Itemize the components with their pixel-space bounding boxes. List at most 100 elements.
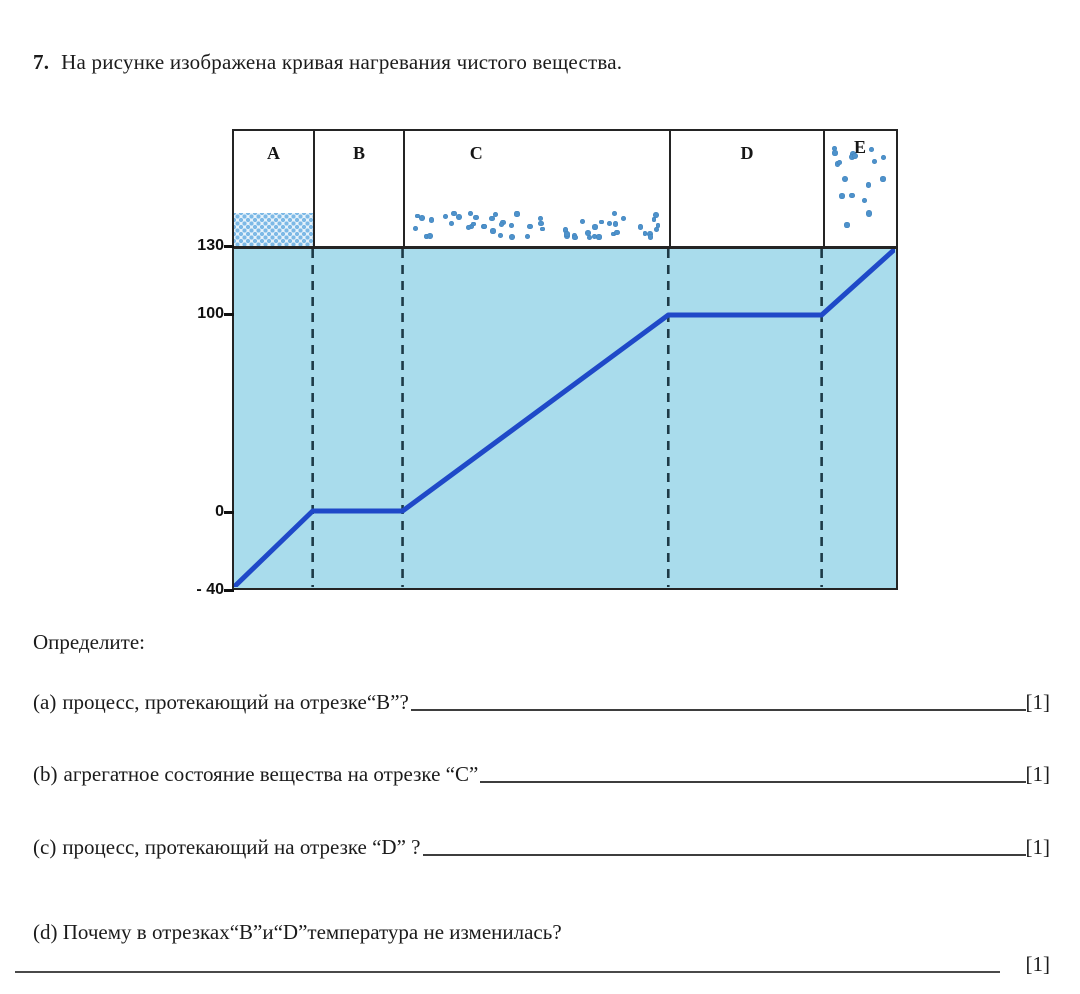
section-c-label: C — [469, 143, 483, 163]
particle-dot — [456, 214, 463, 221]
particle-dot — [490, 228, 496, 234]
questions-intro: Определите: — [33, 630, 146, 654]
particle-dot — [849, 193, 855, 199]
section-e-label: E — [853, 137, 866, 157]
particle-dot — [509, 234, 515, 241]
particle-dot — [620, 215, 627, 222]
particle-dot — [880, 176, 886, 182]
particle-dot — [865, 182, 871, 188]
strip-section-c: C — [403, 131, 669, 246]
particle-dot — [498, 222, 504, 228]
y-axis-tickmark-0 — [224, 511, 234, 514]
heating-curve-line — [234, 249, 895, 587]
particle-dot — [514, 211, 520, 217]
question-c-row: (c) процесс, протекающий на отрезке “D” … — [33, 835, 1050, 860]
question-a-row: (a) процесс, протекающий на отрезке“B”? … — [33, 690, 1050, 715]
particle-dot — [418, 215, 425, 221]
particle-dot — [611, 211, 618, 217]
particle-dot — [586, 234, 593, 241]
particle-state-strip: A B C D E — [232, 129, 898, 246]
particle-dot — [852, 152, 859, 159]
y-axis-tickmark-minus40 — [224, 589, 234, 592]
question-c-text: процесс, протекающий на отрезке “D” ? — [62, 835, 421, 859]
question-d-id: (d) — [33, 920, 58, 944]
particle-dot — [525, 233, 531, 239]
particle-dot — [468, 224, 474, 230]
question-a-id: (a) — [33, 690, 57, 714]
particle-dot — [614, 229, 620, 236]
marks-b: [1] — [1025, 762, 1051, 786]
answer-line-b — [480, 780, 1026, 783]
y-axis-tick-minus40: - 40 — [196, 581, 224, 598]
y-axis-tick-100: 100 — [197, 305, 224, 322]
heating-curve-svg — [234, 249, 895, 587]
particle-dot — [880, 154, 887, 161]
particle-dot — [451, 211, 457, 217]
strip-section-a: A — [234, 131, 313, 246]
particle-dot — [509, 222, 515, 228]
question-title-text: На рисунке изображена кривая нагревания … — [61, 50, 623, 74]
section-d-label: D — [740, 143, 754, 163]
particle-dot — [537, 215, 544, 222]
particle-dot — [472, 214, 479, 221]
particle-dot — [832, 145, 838, 151]
particle-dot — [592, 224, 598, 230]
particle-dot — [591, 233, 598, 240]
particle-dot — [839, 193, 845, 199]
particle-dot — [540, 226, 546, 232]
particle-dot — [585, 230, 591, 236]
particle-dot — [648, 234, 654, 240]
particle-dot — [637, 224, 644, 230]
particle-dot — [579, 218, 586, 225]
particle-dot — [428, 217, 435, 223]
particle-dot — [538, 220, 544, 227]
strip-section-b: B — [313, 131, 403, 246]
particle-dot — [467, 211, 473, 217]
y-axis-tick-0: 0 — [215, 503, 224, 520]
particle-dot — [500, 219, 506, 226]
particle-dot — [844, 222, 850, 228]
particle-dot — [563, 227, 569, 233]
particle-dot — [832, 150, 838, 156]
question-title: 7. На рисунке изображена кривая нагревани… — [33, 50, 622, 75]
liquid-particles-illustration — [405, 131, 669, 246]
particle-dot — [866, 210, 873, 217]
gas-particles-illustration — [825, 131, 895, 246]
heating-curve-figure: A B C D E — [232, 129, 898, 590]
particle-dot — [412, 225, 418, 232]
particle-dot — [848, 153, 855, 160]
y-axis-tickmark-130 — [224, 245, 234, 248]
plot-area — [232, 246, 898, 590]
solid-particles-illustration — [234, 213, 313, 246]
particle-dot — [868, 146, 875, 153]
particle-dot — [642, 231, 648, 236]
particle-dot — [861, 197, 868, 204]
question-d-row: (d) Почему в отрезках“B”и“D”температура … — [33, 920, 562, 945]
question-c-id: (c) — [33, 835, 57, 859]
strip-section-d: D — [669, 131, 823, 246]
question-b-id: (b) — [33, 762, 58, 786]
particle-dot — [836, 159, 843, 166]
answer-line-c — [422, 853, 1026, 856]
question-d-answer-row: [1] — [15, 952, 1050, 977]
y-axis-tick-130: 130 — [197, 237, 224, 254]
particle-dot — [443, 214, 449, 220]
question-b-text: агрегатное состояние вещества на отрезке… — [63, 762, 479, 786]
marks-a: [1] — [1025, 690, 1051, 714]
particle-dot — [606, 220, 613, 227]
strip-section-e: E — [823, 131, 895, 246]
y-axis-tickmark-100 — [224, 313, 234, 316]
particle-dot — [563, 230, 570, 237]
particle-dot — [572, 234, 578, 241]
particle-dot — [448, 220, 455, 226]
particle-dot — [647, 231, 654, 237]
particle-dot — [427, 232, 434, 239]
answer-line-a — [410, 708, 1026, 711]
answer-line-d — [15, 970, 1000, 973]
particle-dot — [653, 226, 659, 232]
marks-d: [1] — [1025, 952, 1051, 976]
section-b-label: B — [352, 143, 365, 163]
particle-dot — [527, 223, 533, 229]
particle-dot — [613, 221, 619, 227]
